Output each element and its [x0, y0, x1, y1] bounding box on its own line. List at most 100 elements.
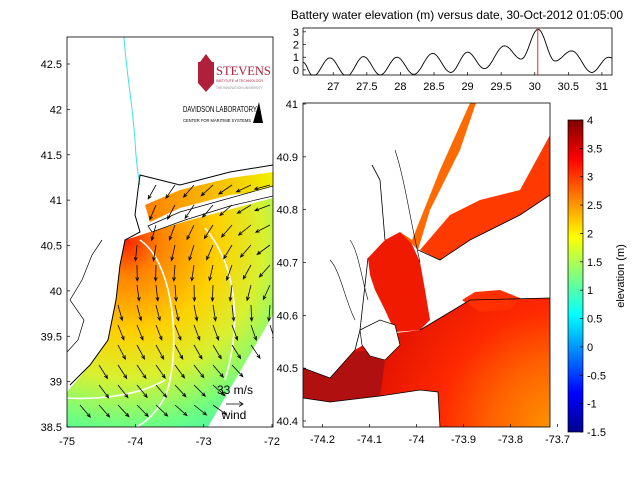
- wind-arrow: [206, 244, 214, 261]
- delaware-bay-coast: [67, 239, 103, 353]
- wind-arrow: [217, 184, 233, 195]
- x-tick-label: -74: [409, 434, 425, 446]
- wind-arrow: [186, 224, 195, 241]
- wind-arrow: [149, 204, 157, 221]
- y-tick-label: 40.4: [277, 416, 298, 428]
- upper-harbor-field: [368, 232, 430, 332]
- y-tick-label: 41.5: [41, 150, 62, 162]
- wind-arrow: [174, 344, 184, 360]
- sailboat-icon: [253, 102, 263, 123]
- wind-arrow: [79, 404, 91, 418]
- stevens-wordmark: STEVENS: [216, 64, 271, 78]
- wind-arrow: [228, 284, 233, 302]
- colorbar-tick-label: 3: [587, 172, 593, 184]
- wind-arrow: [269, 324, 273, 339]
- wind-arrow: [133, 244, 138, 262]
- colorbar-tick-label: 1: [587, 285, 593, 297]
- wind-arrow: [98, 404, 111, 418]
- wind-arrow: [98, 364, 109, 380]
- x-tick-label: 29: [461, 81, 473, 93]
- x-tick-label: 27: [327, 81, 339, 93]
- wind-arrow: [242, 264, 252, 280]
- wind-arrow: [117, 404, 130, 418]
- wind-arrow: [193, 384, 207, 398]
- x-tick-label: -75: [59, 436, 75, 448]
- x-tick-label: -74.1: [357, 434, 382, 446]
- wind-scale-value: 33 m/s: [217, 383, 253, 397]
- wind-arrow: [267, 304, 272, 323]
- colorbar-tick-label: -0.5: [587, 370, 606, 382]
- wind-arrow: [155, 404, 169, 417]
- wind-arrow: [155, 344, 165, 361]
- timeseries-line: [302, 28, 613, 76]
- wind-arrow: [117, 304, 124, 322]
- wind-arrow: [250, 344, 261, 360]
- timeseries-axes-box: [302, 27, 613, 76]
- colorbar-label: elevation (m): [615, 244, 627, 308]
- wind-arrow: [152, 244, 157, 262]
- wind-arrow: [236, 204, 252, 214]
- wind-arrow: [165, 184, 176, 200]
- wind-arrow: [193, 364, 205, 379]
- regional-map-frame: [66, 36, 274, 428]
- wind-arrow: [231, 304, 236, 322]
- wind-arrow: [174, 304, 180, 322]
- y-tick-label: 3: [293, 27, 299, 39]
- wind-arrow: [193, 304, 199, 322]
- wind-scale-arrowhead: [238, 401, 244, 407]
- wind-arrow: [147, 184, 157, 200]
- wind-arrow: [155, 384, 168, 398]
- x-tick-label: 28: [394, 81, 406, 93]
- wind-arrow: [212, 384, 226, 397]
- wind-arrow: [188, 244, 195, 262]
- wind-arrow: [193, 324, 201, 341]
- wind-arrow: [203, 224, 214, 240]
- colorbar: 4 3.5 3 2.5 2 1.5 1 0.5 0 -0.5 -1 -1.5 elevation (m…: [567, 115, 627, 439]
- colorbar-tick-label: 3.5: [587, 143, 602, 155]
- y-tick-label: 0: [293, 65, 299, 77]
- colorbar-tick-label: 2: [587, 228, 593, 240]
- stevens-subtag: THE INNOVATION UNIVERSITY: [216, 86, 264, 90]
- wind-arrow: [223, 244, 233, 260]
- y-tick-label: 39: [50, 377, 62, 389]
- wind-arrow: [136, 344, 145, 361]
- wind-arrow: [136, 284, 141, 302]
- wind-arrow: [231, 344, 242, 360]
- contour-line: [134, 239, 175, 427]
- wind-scale-legend: 33 m/s wind: [217, 383, 253, 422]
- wind-arrow: [117, 344, 126, 361]
- harbor-map-frame: [302, 102, 551, 428]
- x-tick-label: 27.5: [356, 81, 377, 93]
- wind-arrow: [136, 304, 143, 322]
- davidson-subtitle: CENTER FOR MARITIME SYSTEMS: [183, 118, 251, 123]
- y-tick-label: 1: [293, 52, 299, 64]
- y-tick-label: 41: [50, 195, 62, 207]
- wind-arrow: [212, 324, 220, 341]
- wind-arrow: [192, 284, 197, 303]
- wind-arrow: [155, 364, 166, 379]
- wind-arrow: [182, 184, 195, 198]
- raritan-bay-field: [303, 350, 385, 402]
- wind-arrow: [155, 324, 163, 341]
- wind-arrow: [246, 284, 252, 302]
- harbor-coastline: [303, 164, 550, 427]
- wind-arrow: [150, 224, 157, 242]
- wind-arrow: [256, 244, 271, 256]
- wind-arrow: [136, 364, 147, 380]
- long-island-land: [147, 185, 273, 233]
- contour-line: [67, 379, 166, 400]
- wind-arrow: [155, 284, 160, 302]
- colorbar-tick-label: 0.5: [587, 314, 602, 326]
- wind-arrow: [249, 304, 254, 323]
- wind-arrow: [155, 304, 161, 322]
- wind-arrow: [231, 324, 239, 341]
- hudson-river-field: [400, 103, 476, 250]
- y-tick-label: 40.5: [277, 363, 298, 375]
- stevens-shield-icon: [198, 62, 214, 92]
- x-tick-label: -72: [264, 436, 280, 448]
- x-tick-label: 31: [596, 81, 608, 93]
- wind-arrow: [174, 404, 188, 417]
- wind-arrow: [174, 364, 186, 379]
